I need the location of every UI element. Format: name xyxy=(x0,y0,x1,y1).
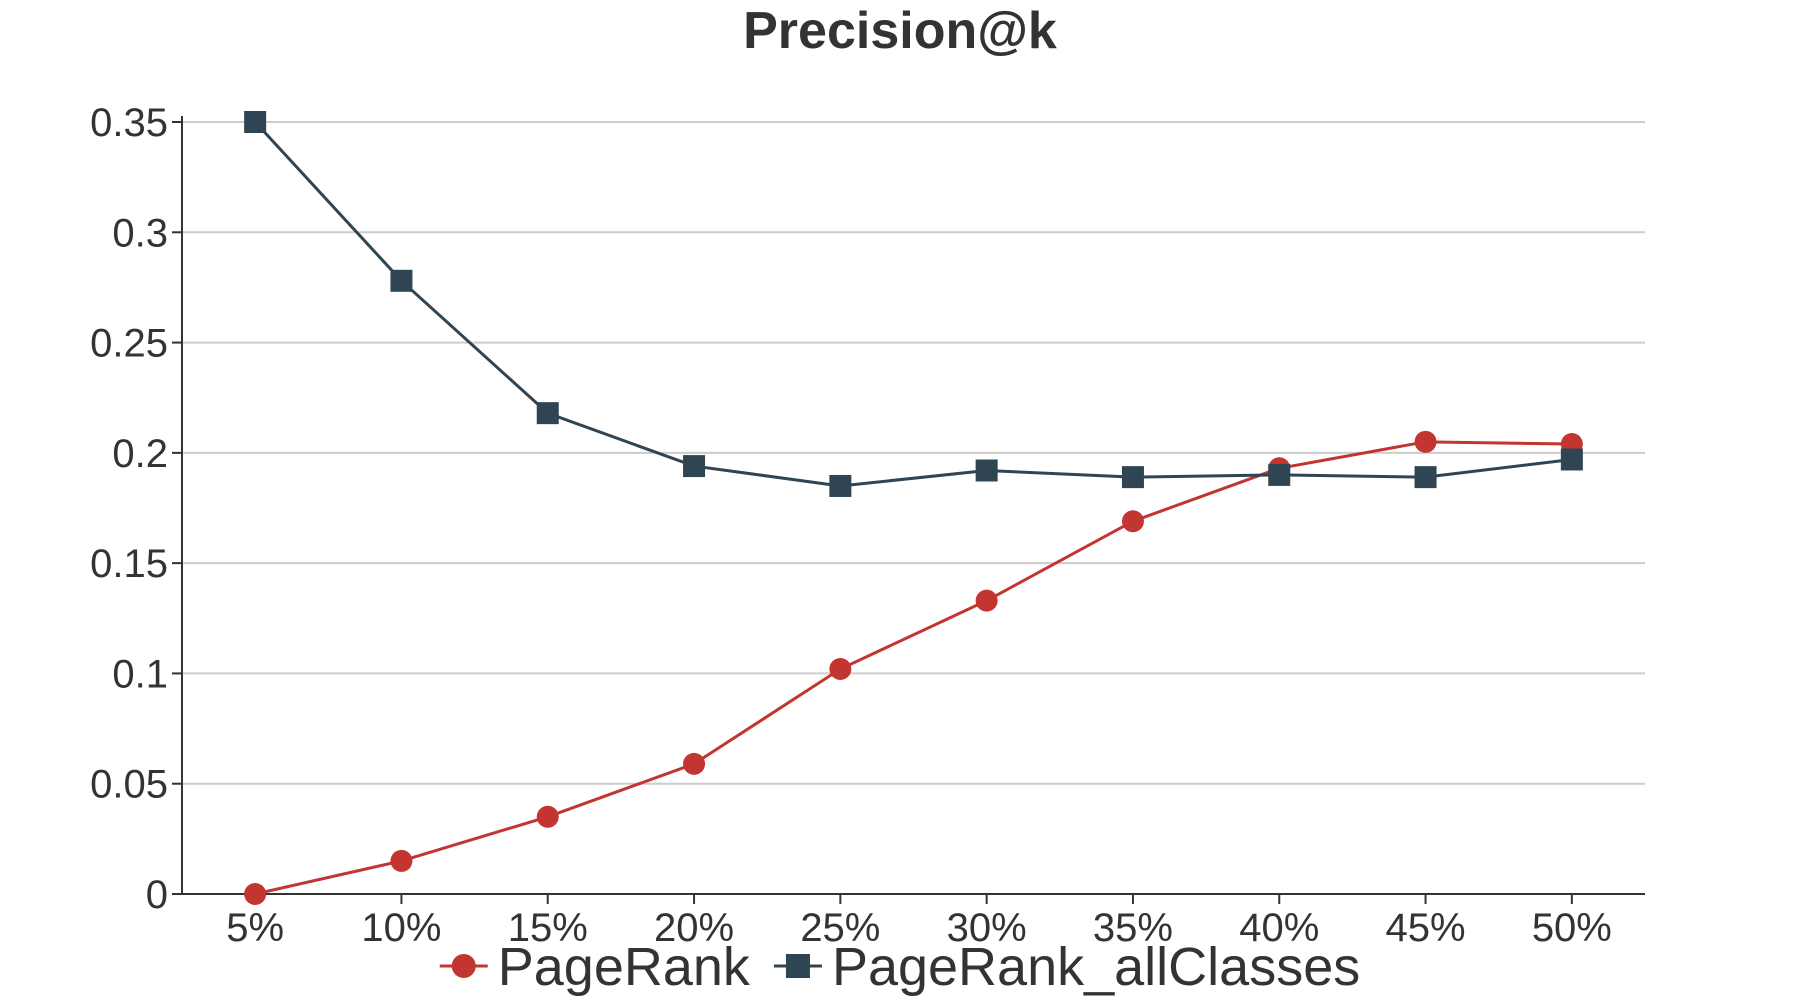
x-tick-label: 5% xyxy=(226,906,284,950)
data-point xyxy=(390,269,413,292)
data-point xyxy=(536,402,559,425)
data-point xyxy=(536,805,559,828)
x-tick-label: 10% xyxy=(361,906,441,950)
data-point xyxy=(1121,510,1144,533)
data-point xyxy=(683,455,706,478)
y-tick-label: 0.35 xyxy=(90,101,168,145)
data-point xyxy=(1121,466,1144,489)
data-point xyxy=(975,589,998,612)
x-tick-label: 40% xyxy=(1239,906,1319,950)
series-pagerank-allclasses xyxy=(244,111,1583,497)
x-tick-label: 25% xyxy=(800,906,880,950)
legend-square-icon xyxy=(785,954,810,978)
data-point xyxy=(1414,466,1437,489)
data-point xyxy=(1414,430,1437,453)
data-point xyxy=(1268,463,1291,486)
data-point xyxy=(829,658,852,681)
series-layer xyxy=(244,111,1583,905)
y-tick-label: 0.15 xyxy=(90,542,168,586)
data-point xyxy=(244,883,267,905)
legend-label: PageRank xyxy=(498,937,751,997)
series-line xyxy=(254,120,1573,488)
chart-title: Precision@k xyxy=(743,2,1057,60)
y-tick-label: 0.05 xyxy=(90,763,168,807)
data-point xyxy=(390,849,413,872)
legend-label: PageRank_allClasses xyxy=(832,937,1360,997)
legend-item-pagerank-allclasses[interactable]: PageRank_allClasses xyxy=(773,937,1360,997)
y-tick-label: 0.1 xyxy=(112,652,168,696)
axes: 0 0.05 0.1 0.15 0.2 0.25 0.3 0.35 5% 10% 15% 20% 25%… xyxy=(90,101,1645,950)
x-tick-label: 15% xyxy=(508,906,588,950)
legend-circle-icon xyxy=(451,954,476,978)
legend-item-pagerank[interactable]: PageRank xyxy=(439,937,751,997)
y-tick-label: 0.25 xyxy=(90,322,168,366)
data-point xyxy=(975,459,998,482)
legend[interactable]: PageRank PageRank_allClasses xyxy=(439,937,1360,997)
x-tick-label: 20% xyxy=(654,906,734,950)
series-line xyxy=(254,440,1572,896)
series-pagerank xyxy=(244,430,1583,905)
data-point xyxy=(683,752,706,775)
y-tick-label: 0 xyxy=(146,873,168,917)
data-point xyxy=(829,474,852,497)
grid-lines xyxy=(182,121,1645,785)
x-tick-label: 50% xyxy=(1532,906,1612,950)
y-tick-label: 0.2 xyxy=(112,432,168,476)
x-tick-label: 30% xyxy=(947,906,1027,950)
x-tick-label: 45% xyxy=(1386,906,1466,950)
data-point xyxy=(1560,448,1583,471)
x-tick-label: 35% xyxy=(1093,906,1173,950)
y-tick-label: 0.3 xyxy=(112,211,168,255)
data-point xyxy=(244,111,267,133)
